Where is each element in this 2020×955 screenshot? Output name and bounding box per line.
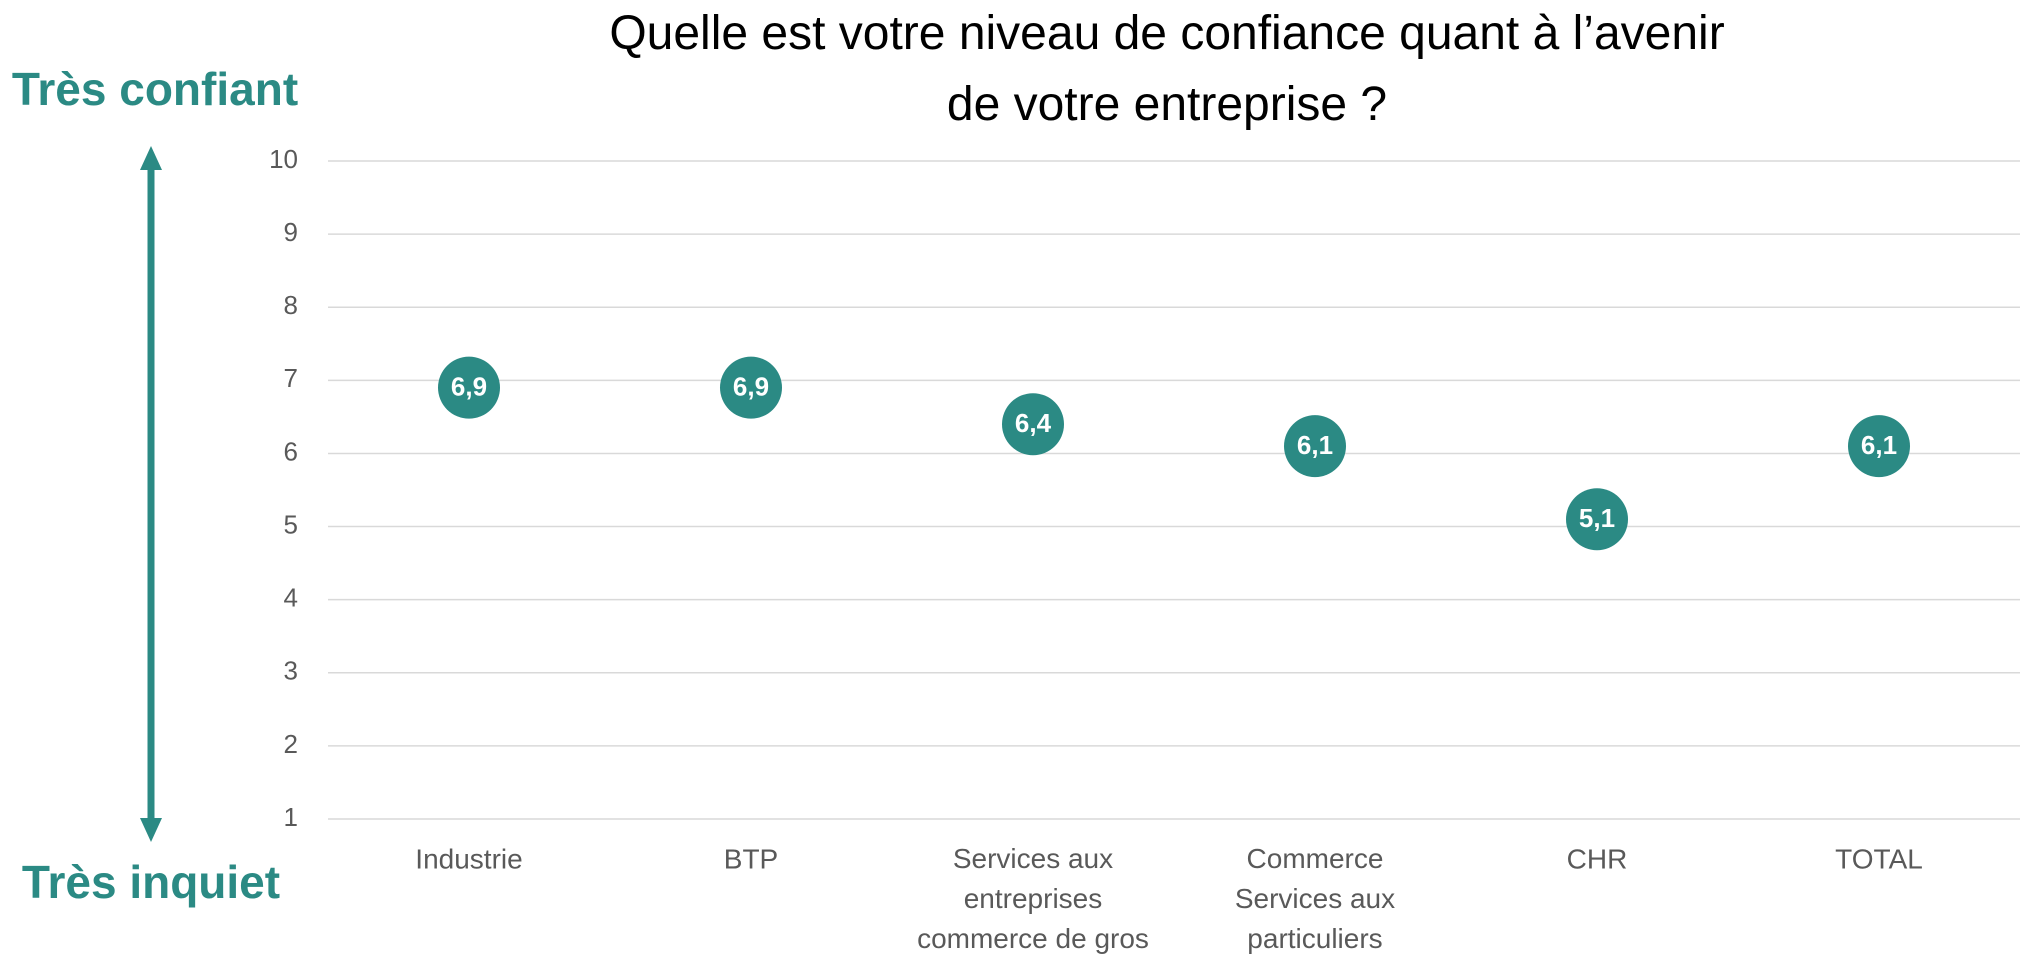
dot [720, 356, 782, 419]
double-arrow [140, 146, 162, 842]
x-tick-label: BTP [724, 843, 778, 874]
dot [438, 356, 500, 419]
x-tick-label: Commerce Services aux particuliers [1235, 843, 1395, 954]
value-label: 6,1 [1861, 430, 1897, 460]
y-tick-label: 10 [269, 144, 298, 174]
x-tick-label: TOTAL [1835, 843, 1923, 874]
y-tick-label: 6 [284, 436, 298, 466]
x-tick-label: Services aux entreprises commerce de gros [917, 843, 1149, 954]
y-tick-label: 9 [284, 217, 298, 247]
y-tick-label: 1 [284, 802, 298, 832]
value-label: 6,1 [1297, 430, 1333, 460]
y-tick-label: 5 [284, 509, 298, 539]
value-label: 6,9 [451, 372, 487, 402]
x-tick-label: CHR [1567, 843, 1628, 874]
dot [1002, 393, 1064, 456]
y-tick-label: 4 [284, 583, 298, 613]
dot [1284, 415, 1346, 478]
annotation-bottom: Très inquiet [22, 856, 280, 908]
value-label: 6,4 [1015, 408, 1052, 438]
chart-title: Quelle est votre niveau de confiance qua… [609, 7, 1724, 131]
annotation-top: Très confiant [12, 63, 298, 115]
value-label: 6,9 [733, 372, 769, 402]
value-label: 5,1 [1579, 503, 1615, 533]
dot [1848, 415, 1910, 478]
dot [1566, 488, 1628, 551]
y-tick-label: 2 [284, 729, 298, 759]
x-tick-label: Industrie [415, 843, 522, 874]
y-tick-label: 7 [284, 363, 298, 393]
y-tick-label: 3 [284, 656, 298, 686]
y-tick-label: 8 [284, 290, 298, 320]
